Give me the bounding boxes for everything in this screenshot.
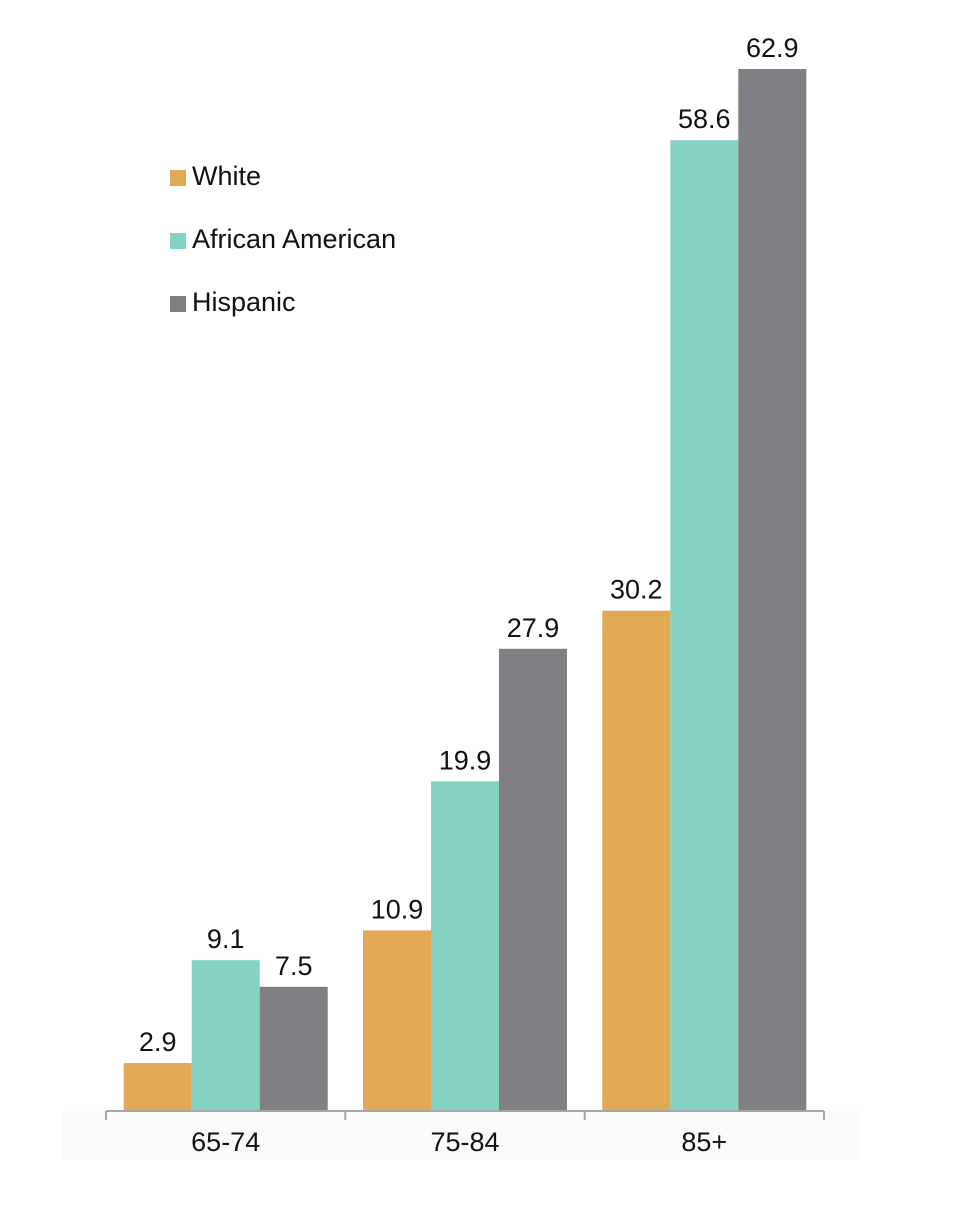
legend-label-hispanic: Hispanic [192,286,296,317]
x-tick-label-75-84: 75-84 [430,1127,499,1157]
bar-white-85 [602,610,671,1111]
value-label-white-85: 30.2 [610,575,663,605]
value-label-african-american-75-84: 19.9 [439,745,492,775]
legend-item-hispanic: Hispanic [170,284,396,320]
value-label-hispanic-85: 62.9 [746,33,799,63]
bar-african-american-65-74 [191,960,260,1111]
value-label-african-american-85: 58.6 [678,104,731,134]
legend-item-african-american: African American [170,221,396,257]
legend-swatch-hispanic [170,296,186,312]
bar-african-american-85 [670,140,739,1111]
x-tick-label-65-74: 65-74 [191,1127,260,1157]
bar-white-75-84 [363,930,431,1111]
bar-hispanic-85 [738,69,807,1111]
value-label-hispanic-65-74: 7.5 [275,951,313,981]
value-label-african-american-65-74: 9.1 [207,924,245,954]
bar-african-american-75-84 [431,781,499,1111]
value-labels-layer: 2.9 9.1 7.5 10.9 19.9 27.9 30.2 58.6 62.9 [139,33,799,1057]
axis-band [62,1111,860,1159]
bar-hispanic-65-74 [259,986,328,1111]
legend-swatch-african-american [170,233,186,249]
value-label-white-65-74: 2.9 [139,1027,177,1057]
legend-swatch-white [170,170,186,186]
value-label-white-75-84: 10.9 [371,894,424,924]
value-label-hispanic-75-84: 27.9 [507,613,560,643]
legend-label-white: White [192,160,262,191]
legend: White African American Hispanic [170,158,396,347]
bar-hispanic-75-84 [499,648,567,1111]
x-tick-label-85: 85+ [681,1127,727,1157]
bar-white-65-74 [123,1063,192,1111]
bars-layer [123,69,807,1111]
x-axis-ticks [105,1111,825,1120]
legend-item-white: White [170,158,396,194]
legend-label-african-american: African American [192,223,397,254]
x-axis-tick-labels: 65-74 75-84 85+ [191,1127,727,1157]
